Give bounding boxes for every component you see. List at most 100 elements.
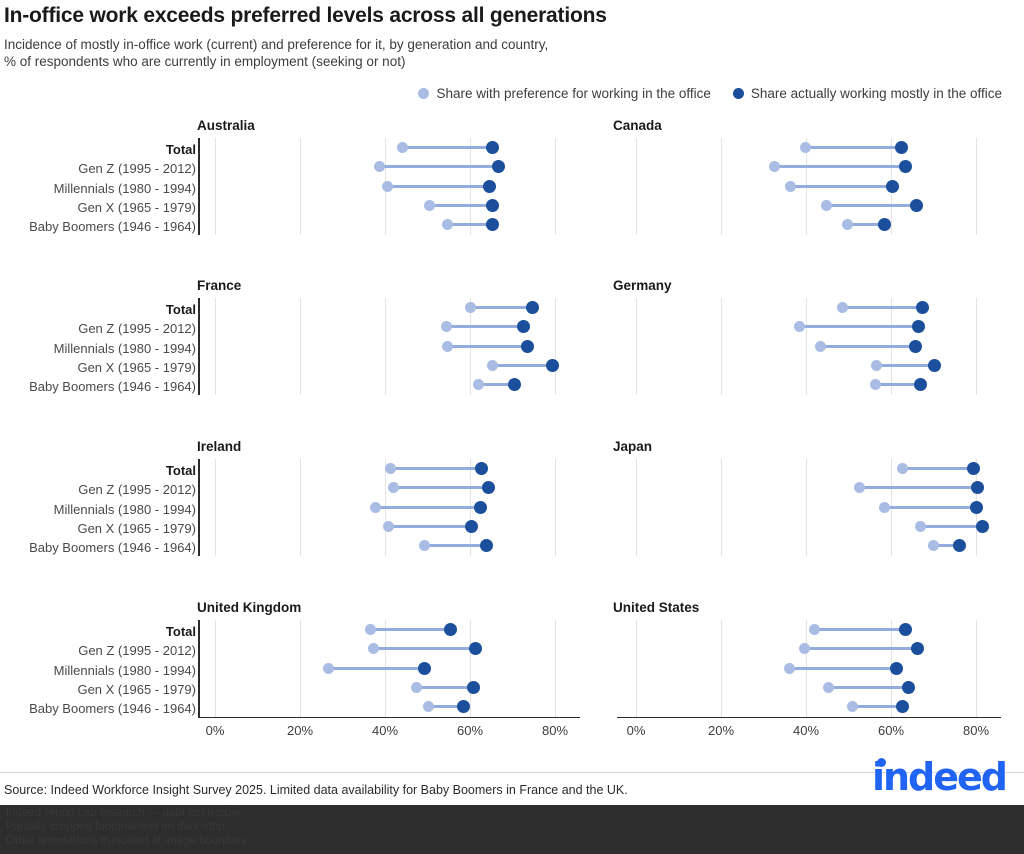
actual-dot[interactable] [444,623,458,637]
preference-dot[interactable] [418,540,430,552]
preference-dot[interactable] [870,379,882,391]
actual-dot[interactable] [480,539,494,553]
category-label: Baby Boomers (1946 - 1964) [29,379,196,395]
preference-dot[interactable] [422,701,434,713]
preference-dot[interactable] [799,142,811,154]
x-tick-label: 20% [286,722,314,738]
preference-dot[interactable] [846,701,858,713]
actual-dot[interactable] [914,378,928,392]
preference-dot[interactable] [382,521,394,533]
actual-dot[interactable] [517,320,531,334]
preference-dot[interactable] [914,521,926,533]
plot-area [636,620,1001,717]
actual-dot[interactable] [910,199,924,213]
category-label: Gen Z (1995 - 2012) [78,643,196,659]
actual-dot[interactable] [491,160,505,174]
preference-dot[interactable] [783,662,795,674]
actual-dot[interactable] [469,642,483,656]
actual-dot[interactable] [894,141,908,155]
preference-dot[interactable] [365,624,377,636]
preference-dot[interactable] [871,360,883,372]
gridline-60 [470,620,471,717]
actual-dot[interactable] [486,218,500,232]
preference-dot[interactable] [441,321,453,333]
actual-dot[interactable] [483,179,497,193]
actual-dot[interactable] [466,681,480,695]
actual-dot[interactable] [418,661,432,675]
actual-dot[interactable] [886,179,900,193]
preference-dot[interactable] [423,200,435,212]
connector-line [328,666,425,670]
actual-dot[interactable] [889,661,903,675]
preference-dot[interactable] [897,463,909,475]
actual-dot[interactable] [975,520,989,534]
actual-dot[interactable] [901,681,915,695]
legend-item-actual[interactable]: Share actually working mostly in the off… [732,86,1002,101]
preference-dot[interactable] [442,340,454,352]
preference-dot[interactable] [785,180,797,192]
actual-dot[interactable] [970,481,984,495]
plot-area [636,459,1001,556]
actual-dot[interactable] [912,320,926,334]
actual-dot[interactable] [486,141,500,155]
preference-dot[interactable] [837,302,849,314]
preference-dot[interactable] [769,161,781,173]
category-label: Baby Boomers (1946 - 1964) [29,701,196,717]
actual-dot[interactable] [899,623,913,637]
preference-dot[interactable] [381,180,393,192]
actual-dot[interactable] [953,539,967,553]
preference-dot[interactable] [815,340,827,352]
actual-dot[interactable] [486,199,500,213]
preference-dot[interactable] [820,200,832,212]
connector-line [447,344,528,348]
preference-dot[interactable] [486,360,498,372]
connector-line [859,486,978,490]
preference-dot[interactable] [808,624,820,636]
category-label: Total [165,463,196,478]
preference-dot[interactable] [853,482,865,494]
actual-dot[interactable] [464,520,478,534]
preference-dot[interactable] [928,540,939,552]
preference-dot[interactable] [841,219,853,231]
actual-dot[interactable] [969,500,983,514]
actual-dot[interactable] [909,339,923,353]
preference-dot[interactable] [879,501,891,513]
actual-dot[interactable] [474,500,488,514]
preference-dot[interactable] [323,662,335,674]
actual-dot[interactable] [457,700,471,714]
preference-dot[interactable] [373,161,385,173]
preference-dot[interactable] [370,501,382,513]
preference-dot[interactable] [388,482,399,494]
preference-dot[interactable] [822,682,834,694]
gridline-20 [300,138,301,235]
category-label: Millennials (1980 - 1994) [53,662,196,678]
actual-dot[interactable] [967,462,981,476]
preference-dot[interactable] [385,463,397,475]
gridline-20 [300,298,301,395]
legend-item-preference[interactable]: Share with preference for working in the… [418,86,711,101]
preference-dot[interactable] [441,219,453,231]
preference-dot[interactable] [464,302,476,314]
actual-dot[interactable] [520,339,534,353]
preference-dot[interactable] [411,682,423,694]
actual-dot[interactable] [482,481,496,495]
actual-dot[interactable] [916,301,930,315]
preference-dot[interactable] [794,321,806,333]
actual-dot[interactable] [928,359,942,373]
actual-dot[interactable] [910,642,924,656]
preference-dot[interactable] [396,142,408,154]
actual-dot[interactable] [546,359,560,373]
gridline-0 [215,298,216,395]
gridline-80 [976,138,977,235]
preference-dot[interactable] [472,379,484,391]
actual-dot[interactable] [895,700,909,714]
actual-dot[interactable] [898,160,912,174]
actual-dot[interactable] [474,462,488,476]
preference-dot[interactable] [367,643,379,655]
preference-dot[interactable] [799,643,811,655]
connector-line [390,467,482,471]
connector-line [402,146,493,150]
actual-dot[interactable] [877,218,891,232]
actual-dot[interactable] [526,301,540,315]
actual-dot[interactable] [508,378,522,392]
